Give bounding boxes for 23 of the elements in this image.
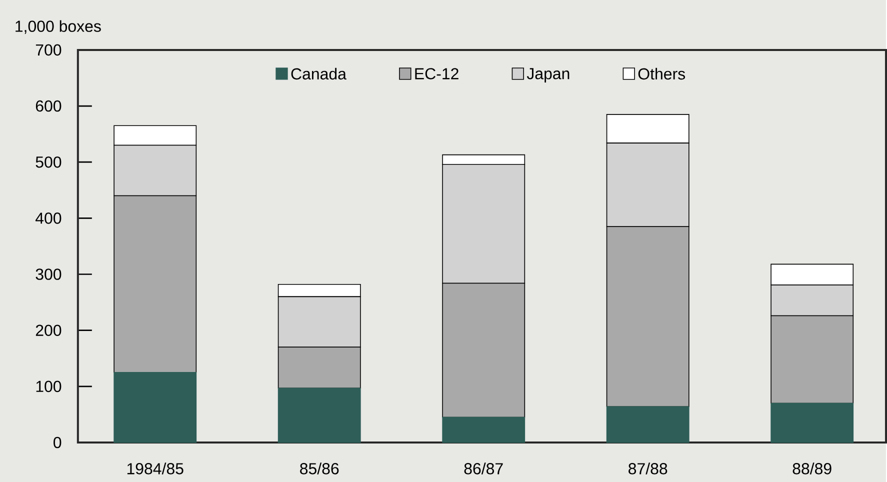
y-tick-label: 400	[36, 212, 62, 224]
x-tick-label: 88/89	[792, 462, 832, 474]
x-tick-label: 86/87	[464, 462, 503, 474]
y-tick-label: 700	[36, 44, 62, 56]
legend-label: EC-12	[415, 68, 458, 80]
y-tick-label: 500	[36, 156, 62, 168]
legend-label: Others	[638, 68, 686, 80]
legend-label: Canada	[291, 68, 346, 80]
y-tick-label: 100	[36, 380, 62, 392]
bar	[114, 372, 197, 443]
x-tick-label: 85/86	[300, 462, 339, 474]
bar	[442, 416, 526, 443]
y-tick-label: 300	[36, 268, 62, 280]
y-tick-label: 0	[54, 436, 62, 448]
y-tick-label: 200	[36, 324, 62, 336]
legend-label: Japan	[526, 68, 570, 82]
bar	[770, 402, 854, 443]
x-tick-label: 87/88	[628, 462, 668, 474]
x-tick-label: 1984/85	[127, 462, 184, 474]
y-tick-label: 600	[36, 100, 62, 112]
bar	[606, 406, 690, 443]
bar	[278, 387, 361, 443]
y-axis-title: 1,000 boxes	[16, 20, 101, 34]
